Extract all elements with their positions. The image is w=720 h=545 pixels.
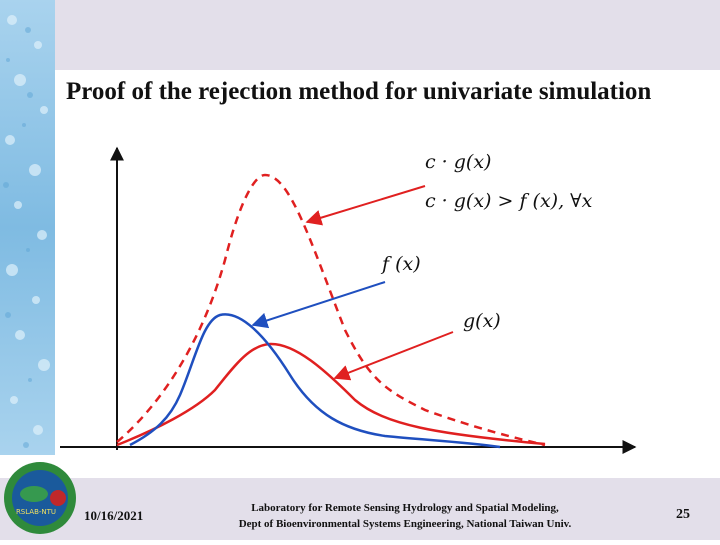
g-arrow [333, 331, 454, 381]
footer-date: 10/16/2021 [84, 508, 144, 523]
f-curve [129, 313, 501, 449]
cg-label: c · g(x) [425, 151, 491, 173]
f-arrow [251, 281, 386, 329]
cg-arrow [305, 185, 426, 226]
g-curve [116, 342, 546, 447]
g-label: g(x) [463, 310, 501, 332]
footer-lab-line2: Dept of Bioenvironmental Systems Enginee… [238, 518, 572, 530]
lab-logo: RSLAB-NTU [0, 450, 76, 540]
cg-curve [116, 173, 546, 447]
decorative-water-strip [0, 0, 55, 455]
logo-text: RSLAB-NTU [16, 508, 56, 516]
header-band [55, 0, 720, 70]
f-label: f (x) [380, 253, 421, 275]
water-drops-pattern [3, 15, 50, 448]
slide-title: Proof of the rejection method for univar… [66, 78, 652, 105]
footer-lab-info: Laboratory for Remote Sensing Hydrology … [200, 500, 610, 532]
page-number: 25 [676, 507, 690, 522]
footer-band [0, 478, 720, 540]
rejection-method-diagram: c · g(x) c · g(x) > f (x), ∀x f (x) g(x) [55, 120, 720, 465]
footer-lab-line1: Laboratory for Remote Sensing Hydrology … [251, 502, 559, 514]
inequality-label: c · g(x) > f (x), ∀x [425, 190, 593, 212]
